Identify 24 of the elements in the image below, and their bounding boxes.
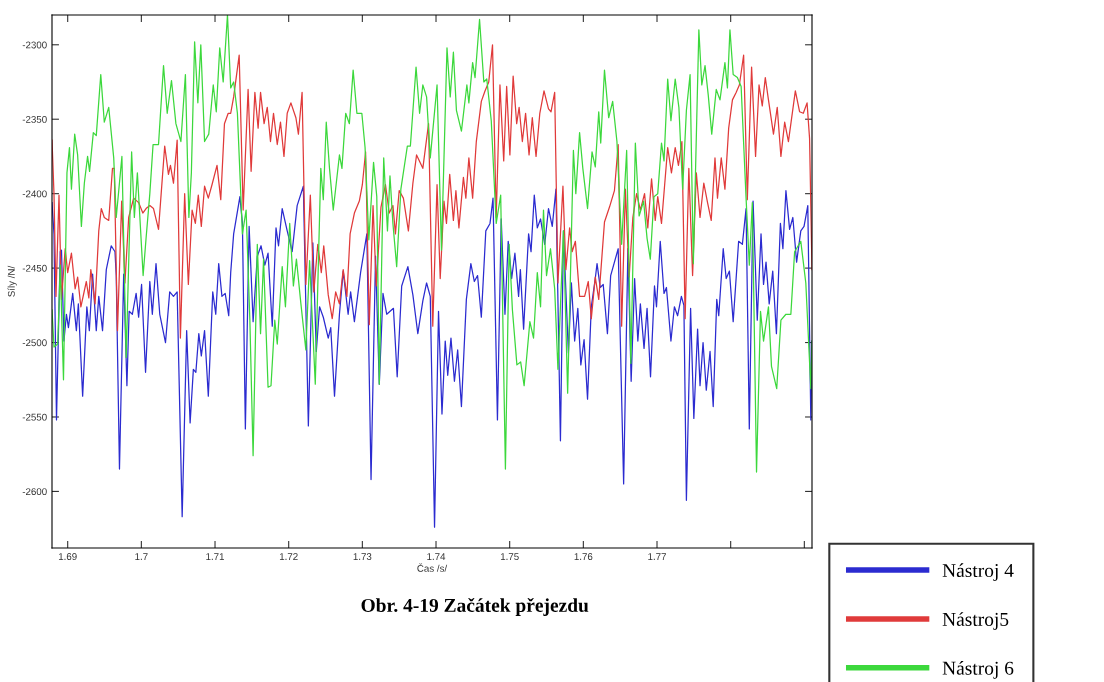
y-tick-label: -2350 [22, 115, 47, 123]
x-tick-label: 1.7 [135, 553, 148, 560]
x-tick-label: 1.72 [279, 553, 298, 560]
x-tick-label: 1.77 [648, 553, 666, 560]
legend-label: Nástroj5 [942, 612, 1009, 630]
y-tick-label: -2300 [22, 41, 47, 49]
y-tick-label: -2450 [22, 264, 47, 272]
x-axis-title: Čas /s/ [417, 563, 448, 572]
x-tick-label: 1.71 [206, 553, 225, 560]
y-tick-label: -2550 [22, 413, 47, 421]
line-series [52, 44, 812, 339]
y-tick-label: -2600 [22, 488, 47, 496]
y-tick-label: -2500 [22, 339, 47, 347]
y-tick-label: -2400 [22, 190, 47, 198]
x-tick-label: 1.75 [500, 553, 519, 560]
x-tick-label: 1.69 [58, 553, 77, 560]
x-tick-label: 1.76 [574, 553, 593, 560]
x-tick-label: 1.74 [427, 553, 446, 560]
line-series [52, 185, 812, 528]
legend-label: Nástroj 4 [942, 563, 1014, 582]
legend-label: Nástroj 6 [942, 661, 1014, 679]
y-axis-title: Síly /N/ [7, 265, 17, 297]
text: Obr. 4-19 Začátek přejezdu [361, 598, 589, 616]
x-tick-label: 1.73 [353, 553, 372, 560]
